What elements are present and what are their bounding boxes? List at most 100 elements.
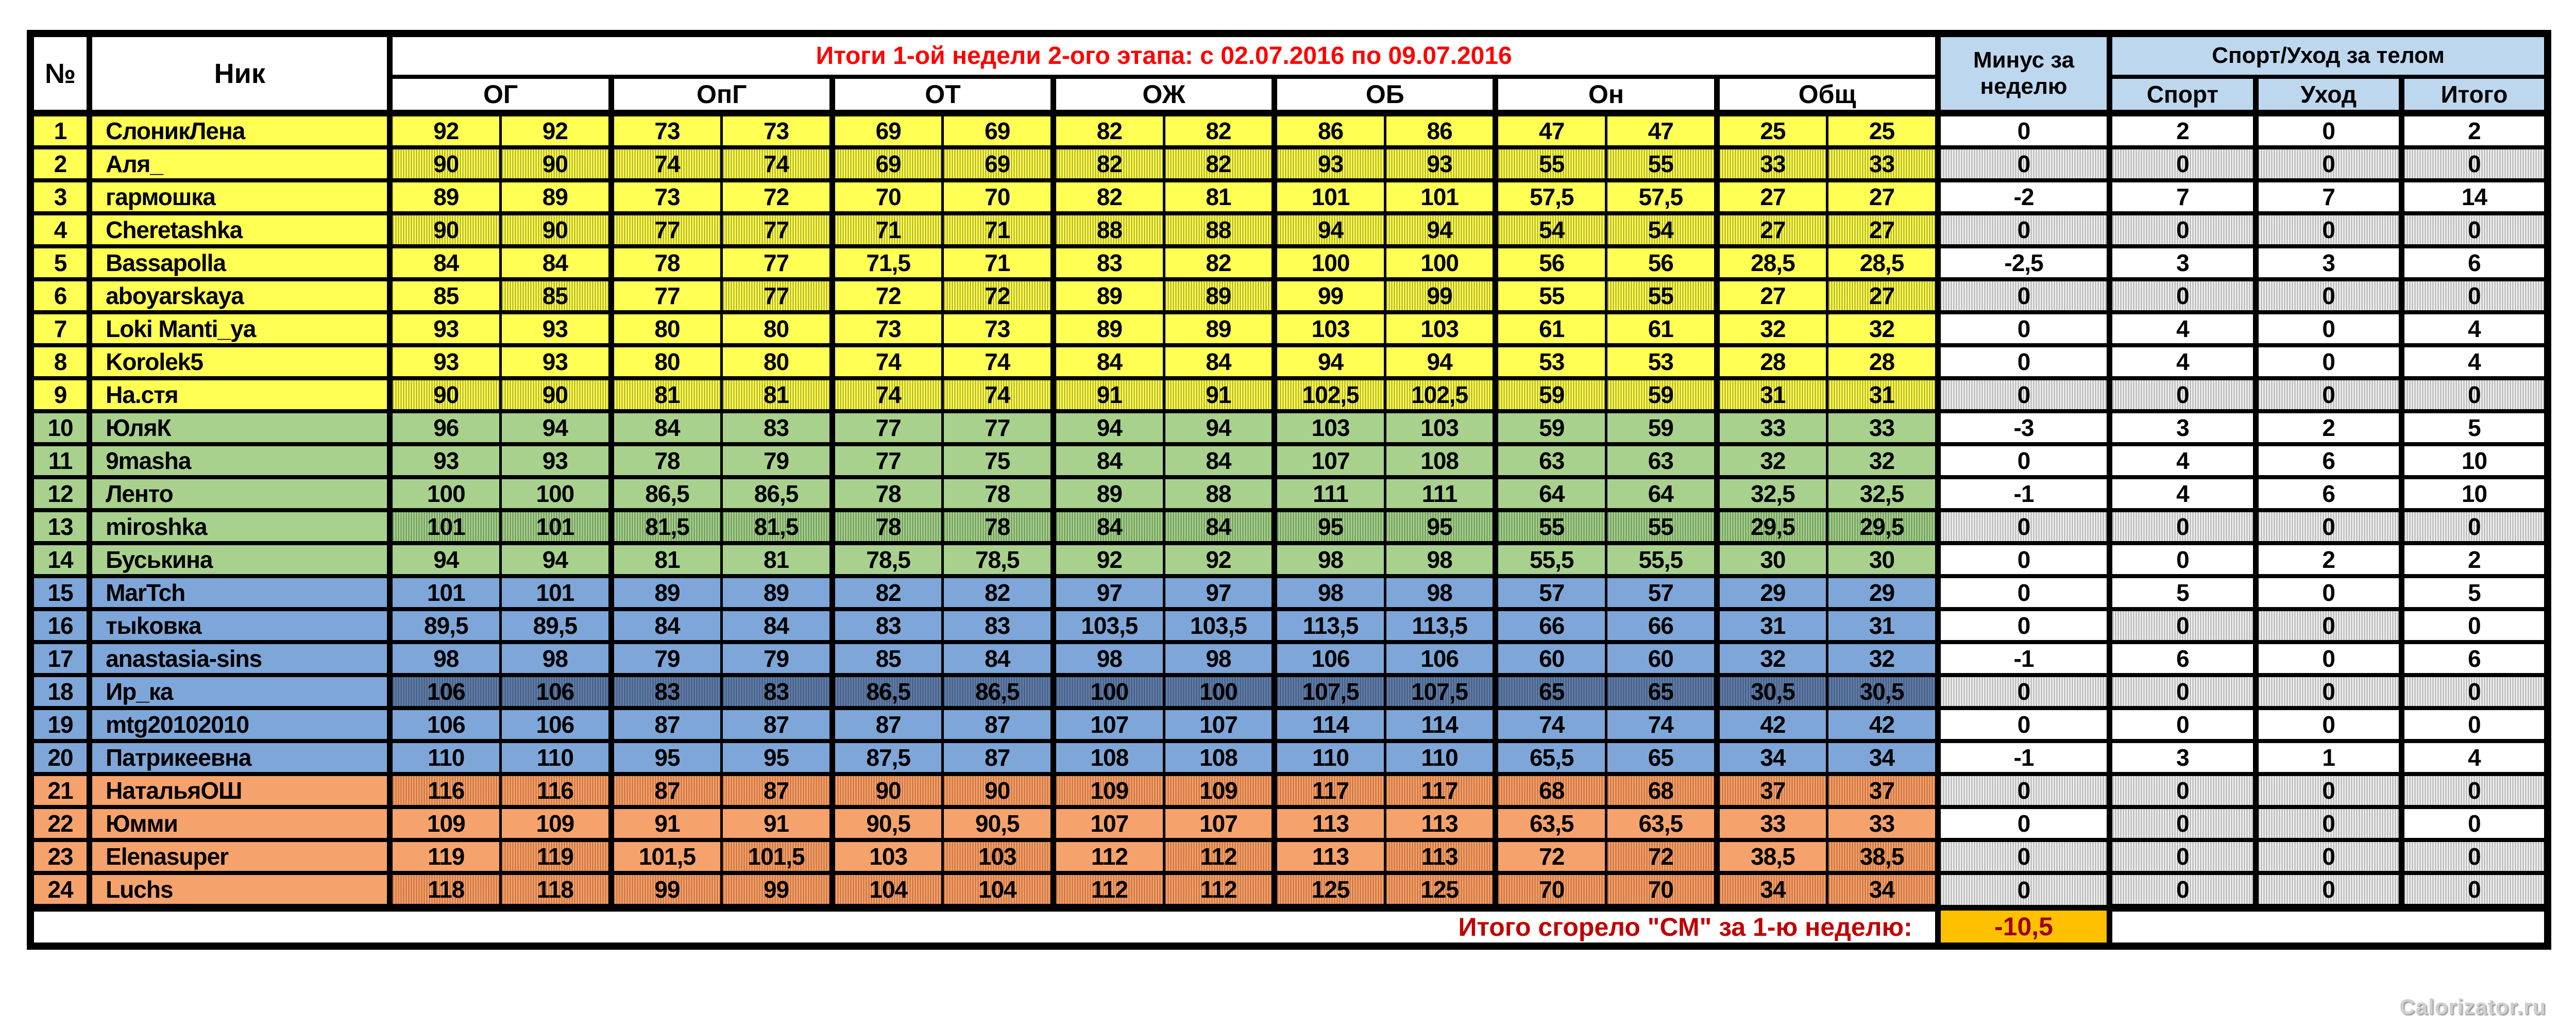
rank-cell[interactable]: 23 bbox=[29, 838, 91, 875]
sport-cell[interactable]: 0 bbox=[2107, 541, 2257, 578]
value-cell[interactable]: 89 bbox=[1050, 475, 1165, 512]
value-cell[interactable]: 65,5 bbox=[1493, 739, 1608, 776]
value-cell[interactable]: 64 bbox=[1605, 475, 1718, 512]
value-cell[interactable]: 63 bbox=[1605, 442, 1718, 479]
rank-cell[interactable]: 10 bbox=[29, 409, 91, 446]
value-cell[interactable]: 102,5 bbox=[1383, 376, 1497, 413]
value-cell[interactable]: 94 bbox=[1162, 409, 1276, 446]
value-cell[interactable]: 74 bbox=[608, 145, 723, 182]
value-cell[interactable]: 91 bbox=[1050, 376, 1165, 413]
total-cell[interactable]: 0 bbox=[2398, 673, 2549, 710]
minus-cell[interactable]: 0 bbox=[1935, 211, 2111, 248]
value-cell[interactable]: 81,5 bbox=[608, 508, 723, 545]
value-cell[interactable]: 89 bbox=[387, 178, 502, 215]
value-cell[interactable]: 103,5 bbox=[1050, 607, 1165, 644]
value-cell[interactable]: 98 bbox=[499, 640, 613, 677]
value-cell[interactable]: 55 bbox=[1605, 145, 1718, 182]
value-cell[interactable]: 89 bbox=[1162, 277, 1276, 314]
care-cell[interactable]: 1 bbox=[2252, 739, 2403, 776]
value-cell[interactable]: 74 bbox=[829, 376, 944, 413]
rank-cell[interactable]: 15 bbox=[29, 574, 91, 611]
nick-cell[interactable]: гармошка bbox=[87, 178, 392, 215]
col-header-group[interactable]: ОпГ bbox=[608, 75, 834, 116]
value-cell[interactable]: 31 bbox=[1714, 376, 1829, 413]
value-cell[interactable]: 60 bbox=[1493, 640, 1608, 677]
care-cell[interactable]: 0 bbox=[2252, 640, 2403, 677]
value-cell[interactable]: 90 bbox=[387, 211, 502, 248]
value-cell[interactable]: 83 bbox=[720, 673, 834, 710]
rank-cell[interactable]: 21 bbox=[29, 772, 91, 809]
value-cell[interactable]: 72 bbox=[720, 178, 834, 215]
value-cell[interactable]: 83 bbox=[608, 673, 723, 710]
value-cell[interactable]: 106 bbox=[387, 673, 502, 710]
value-cell[interactable]: 109 bbox=[499, 805, 613, 842]
minus-cell[interactable]: -3 bbox=[1935, 409, 2111, 446]
value-cell[interactable]: 87 bbox=[829, 706, 944, 743]
nick-cell[interactable]: 9masha bbox=[87, 442, 392, 479]
nick-cell[interactable]: Ир_ка bbox=[87, 673, 392, 710]
value-cell[interactable]: 34 bbox=[1826, 871, 1939, 910]
value-cell[interactable]: 33 bbox=[1714, 805, 1829, 842]
minus-cell[interactable]: 0 bbox=[1935, 772, 2111, 809]
value-cell[interactable]: 101,5 bbox=[608, 838, 723, 875]
total-cell[interactable]: 0 bbox=[2398, 805, 2549, 842]
value-cell[interactable]: 106 bbox=[387, 706, 502, 743]
week-title[interactable]: Итоги 1-ой недели 2-ого этапа: с 02.07.2… bbox=[387, 31, 1939, 79]
value-cell[interactable]: 25 bbox=[1826, 110, 1939, 149]
sport-cell[interactable]: 6 bbox=[2107, 640, 2257, 677]
value-cell[interactable]: 103 bbox=[1383, 310, 1497, 347]
value-cell[interactable]: 61 bbox=[1493, 310, 1608, 347]
value-cell[interactable]: 87 bbox=[941, 739, 1055, 776]
minus-cell[interactable]: 0 bbox=[1935, 673, 2111, 710]
minus-cell[interactable]: -2 bbox=[1935, 178, 2111, 215]
col-header-group[interactable]: Он bbox=[1493, 75, 1718, 116]
value-cell[interactable]: 98 bbox=[1272, 541, 1386, 578]
value-cell[interactable]: 38,5 bbox=[1826, 838, 1939, 875]
nick-cell[interactable]: mtg20102010 bbox=[87, 706, 392, 743]
nick-cell[interactable]: Cheretashka bbox=[87, 211, 392, 248]
value-cell[interactable]: 93 bbox=[387, 310, 502, 347]
value-cell[interactable]: 82 bbox=[1162, 110, 1276, 149]
value-cell[interactable]: 88 bbox=[1162, 475, 1276, 512]
value-cell[interactable]: 112 bbox=[1162, 838, 1276, 875]
minus-cell[interactable]: 0 bbox=[1935, 376, 2111, 413]
minus-cell[interactable]: 0 bbox=[1935, 805, 2111, 842]
value-cell[interactable]: 116 bbox=[387, 772, 502, 809]
rank-cell[interactable]: 1 bbox=[29, 110, 91, 149]
value-cell[interactable]: 97 bbox=[1050, 574, 1165, 611]
footer-total-value[interactable]: -10,5 bbox=[1935, 905, 2113, 949]
value-cell[interactable]: 70 bbox=[829, 178, 944, 215]
value-cell[interactable]: 108 bbox=[1050, 739, 1165, 776]
sport-cell[interactable]: 0 bbox=[2107, 607, 2257, 644]
value-cell[interactable]: 101 bbox=[499, 508, 613, 545]
sport-cell[interactable]: 0 bbox=[2107, 277, 2257, 314]
minus-cell[interactable]: 0 bbox=[1935, 343, 2111, 380]
value-cell[interactable]: 92 bbox=[1162, 541, 1276, 578]
value-cell[interactable]: 84 bbox=[1162, 343, 1276, 380]
value-cell[interactable]: 110 bbox=[1383, 739, 1497, 776]
value-cell[interactable]: 79 bbox=[720, 442, 834, 479]
care-cell[interactable]: 0 bbox=[2252, 310, 2403, 347]
value-cell[interactable]: 55 bbox=[1493, 277, 1608, 314]
value-cell[interactable]: 103,5 bbox=[1162, 607, 1276, 644]
value-cell[interactable]: 107 bbox=[1162, 805, 1276, 842]
nick-cell[interactable]: Luchs bbox=[87, 871, 392, 910]
value-cell[interactable]: 90 bbox=[387, 376, 502, 413]
value-cell[interactable]: 106 bbox=[1272, 640, 1386, 677]
value-cell[interactable]: 88 bbox=[1162, 211, 1276, 248]
rank-cell[interactable]: 8 bbox=[29, 343, 91, 380]
value-cell[interactable]: 70 bbox=[941, 178, 1055, 215]
value-cell[interactable]: 119 bbox=[499, 838, 613, 875]
care-cell[interactable]: 0 bbox=[2252, 110, 2403, 149]
total-cell[interactable]: 4 bbox=[2398, 310, 2549, 347]
value-cell[interactable]: 107 bbox=[1050, 805, 1165, 842]
nick-cell[interactable]: MarTch bbox=[87, 574, 392, 611]
value-cell[interactable]: 89 bbox=[608, 574, 723, 611]
care-cell[interactable]: 6 bbox=[2252, 442, 2403, 479]
value-cell[interactable]: 94 bbox=[1272, 343, 1386, 380]
value-cell[interactable]: 114 bbox=[1383, 706, 1497, 743]
value-cell[interactable]: 93 bbox=[387, 343, 502, 380]
value-cell[interactable]: 90,5 bbox=[829, 805, 944, 842]
total-cell[interactable]: 2 bbox=[2398, 110, 2549, 149]
value-cell[interactable]: 90 bbox=[387, 145, 502, 182]
